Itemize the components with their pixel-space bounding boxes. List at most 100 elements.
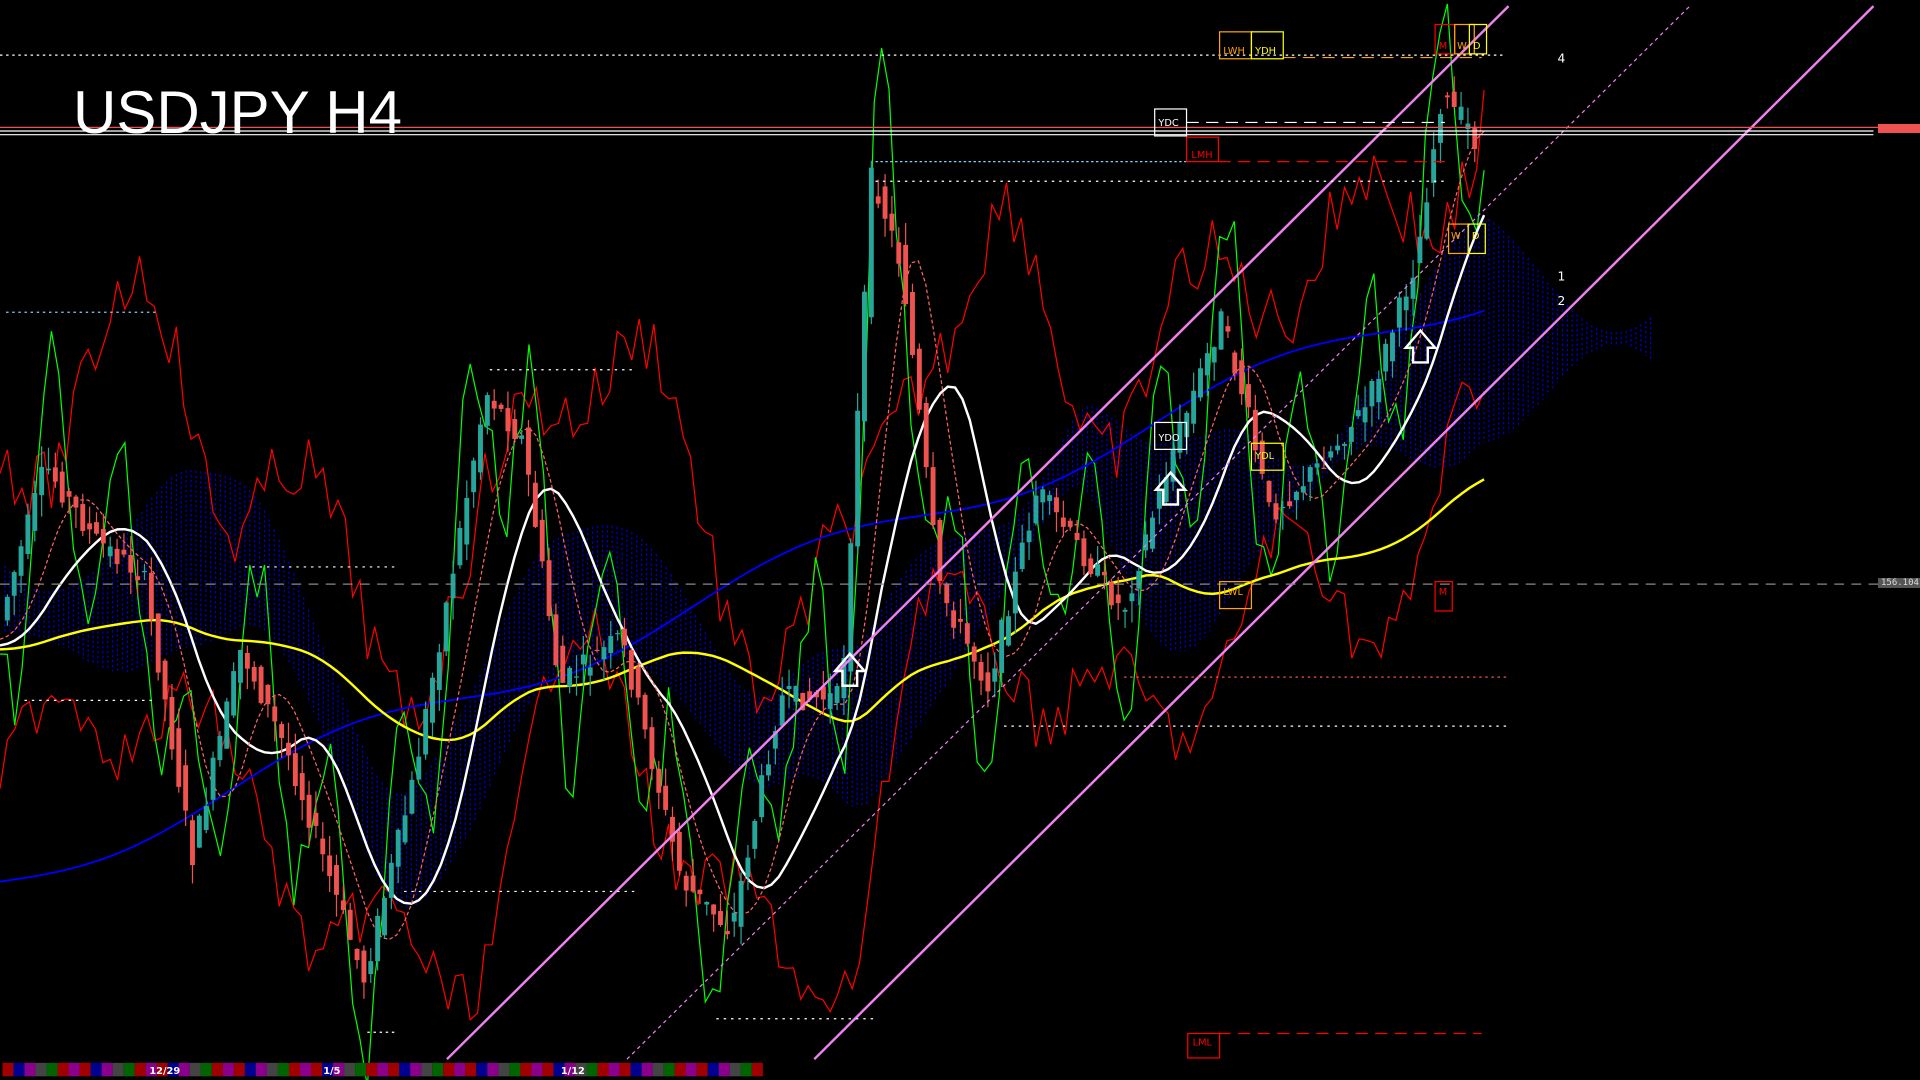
mid-ma-line — [0, 478, 1485, 742]
time-bar-segment — [355, 1062, 367, 1077]
bear-candle — [937, 519, 943, 581]
bull-candle — [992, 668, 998, 682]
bear-candle — [642, 694, 648, 730]
time-bar-segment — [134, 1062, 146, 1077]
time-bar-segment — [564, 1062, 576, 1077]
svg-text:LML: LML — [1193, 1038, 1213, 1049]
bull-candle — [779, 695, 785, 726]
up-arrow-icon — [1403, 328, 1438, 364]
svg-text:YDH: YDH — [1254, 46, 1276, 57]
bull-candle — [567, 667, 573, 687]
bull-candle — [1355, 410, 1361, 417]
bull-candle — [1047, 495, 1053, 502]
time-bar-segment — [57, 1062, 69, 1077]
current-price-label — [1878, 124, 1920, 133]
ydh-label[interactable]: YDH — [1250, 31, 1284, 60]
d-label-mid[interactable]: D — [1467, 223, 1486, 255]
fast-ma-line — [0, 214, 1486, 905]
time-bar-segment — [410, 1062, 422, 1077]
bull-candle — [1424, 202, 1430, 239]
bull-candle — [443, 602, 449, 652]
bull-candle — [759, 775, 765, 818]
bear-candle — [1266, 480, 1272, 503]
bear-candle — [94, 522, 99, 534]
bull-candle — [519, 435, 525, 439]
svg-text:YDL: YDL — [1254, 451, 1275, 462]
time-bar-segment — [542, 1062, 554, 1077]
lmh-label[interactable]: LMH — [1185, 136, 1219, 163]
svg-text:YDC: YDC — [1157, 118, 1179, 129]
bear-candle — [690, 875, 696, 892]
bear-candle — [1054, 497, 1059, 513]
bear-candle — [292, 753, 298, 787]
bear-candle — [649, 727, 655, 769]
time-bar-segment — [233, 1062, 245, 1077]
time-bar-segment — [597, 1062, 609, 1077]
ydc-label[interactable]: YDC — [1154, 108, 1188, 137]
channel-mid-line[interactable] — [626, 5, 1691, 1060]
bull-candle — [1095, 564, 1101, 576]
d-label-top[interactable]: D — [1468, 23, 1488, 55]
time-bar-segment — [311, 1062, 323, 1077]
lwl-label[interactable]: LWL — [1218, 581, 1253, 610]
time-bar-segment — [244, 1062, 256, 1077]
bear-candle — [807, 691, 813, 700]
time-bar-segment — [344, 1062, 356, 1077]
bull-candle — [11, 572, 17, 596]
bull-candle — [402, 815, 408, 843]
bull-candle — [39, 466, 45, 496]
time-bar-segment — [200, 1062, 212, 1077]
bear-candle — [964, 623, 970, 644]
w-label-mid[interactable]: W — [1447, 223, 1469, 255]
bull-candle — [1362, 407, 1368, 423]
bear-candle — [916, 348, 922, 410]
bull-candle — [827, 693, 833, 709]
bear-candle — [800, 692, 806, 711]
w-label-top[interactable]: W — [1454, 23, 1475, 55]
bull-candle — [409, 779, 415, 814]
bull-candle — [217, 735, 223, 761]
bear-candle — [327, 855, 333, 877]
bull-candle — [450, 573, 456, 599]
ydl-label[interactable]: YDL — [1250, 442, 1284, 471]
bear-candle — [978, 662, 984, 681]
bear-candle — [100, 528, 106, 544]
bull-candle — [1438, 114, 1443, 143]
bear-candle — [875, 196, 881, 204]
bear-candle — [1108, 582, 1114, 606]
bull-candle — [1122, 609, 1128, 612]
projection-2: 2 — [1558, 294, 1566, 308]
bull-candle — [1465, 123, 1471, 130]
bull-candle — [580, 654, 586, 665]
ydo-label[interactable]: YDO — [1154, 421, 1188, 450]
lml-label[interactable]: LML — [1187, 1032, 1221, 1059]
level-labels: LWH YDH M W D YDC LMH YDO YDL LWL LML W … — [1154, 23, 1566, 1059]
m-label-mid[interactable]: M — [1434, 581, 1453, 612]
channel-lower-line[interactable] — [813, 5, 1875, 1061]
bull-candle — [587, 667, 593, 676]
bull-candle — [224, 701, 230, 749]
bear-candle — [1067, 520, 1073, 527]
bear-candle — [66, 491, 72, 497]
time-bar-segment — [13, 1062, 25, 1077]
time-bar-segment — [729, 1062, 741, 1077]
svg-text:LMH: LMH — [1191, 150, 1212, 161]
bull-candle — [1417, 236, 1423, 264]
time-bar-segment — [35, 1062, 47, 1077]
bear-candle — [265, 684, 271, 705]
bear-candle — [635, 666, 641, 698]
bear-candle — [656, 768, 662, 793]
ichimoku-cloud — [4, 215, 1652, 909]
bull-candle — [1143, 534, 1149, 551]
time-bar-segment — [222, 1062, 234, 1077]
bear-candle — [1115, 594, 1121, 604]
bull-candle — [608, 636, 614, 653]
channel-upper-line[interactable] — [446, 5, 1510, 1061]
bear-candle — [258, 666, 264, 703]
lwh-label[interactable]: LWH — [1218, 31, 1253, 60]
time-bar-segment — [696, 1062, 708, 1077]
bear-candle — [505, 408, 511, 432]
m-label-top[interactable]: M — [1434, 23, 1456, 55]
time-bar-segment — [366, 1062, 378, 1077]
